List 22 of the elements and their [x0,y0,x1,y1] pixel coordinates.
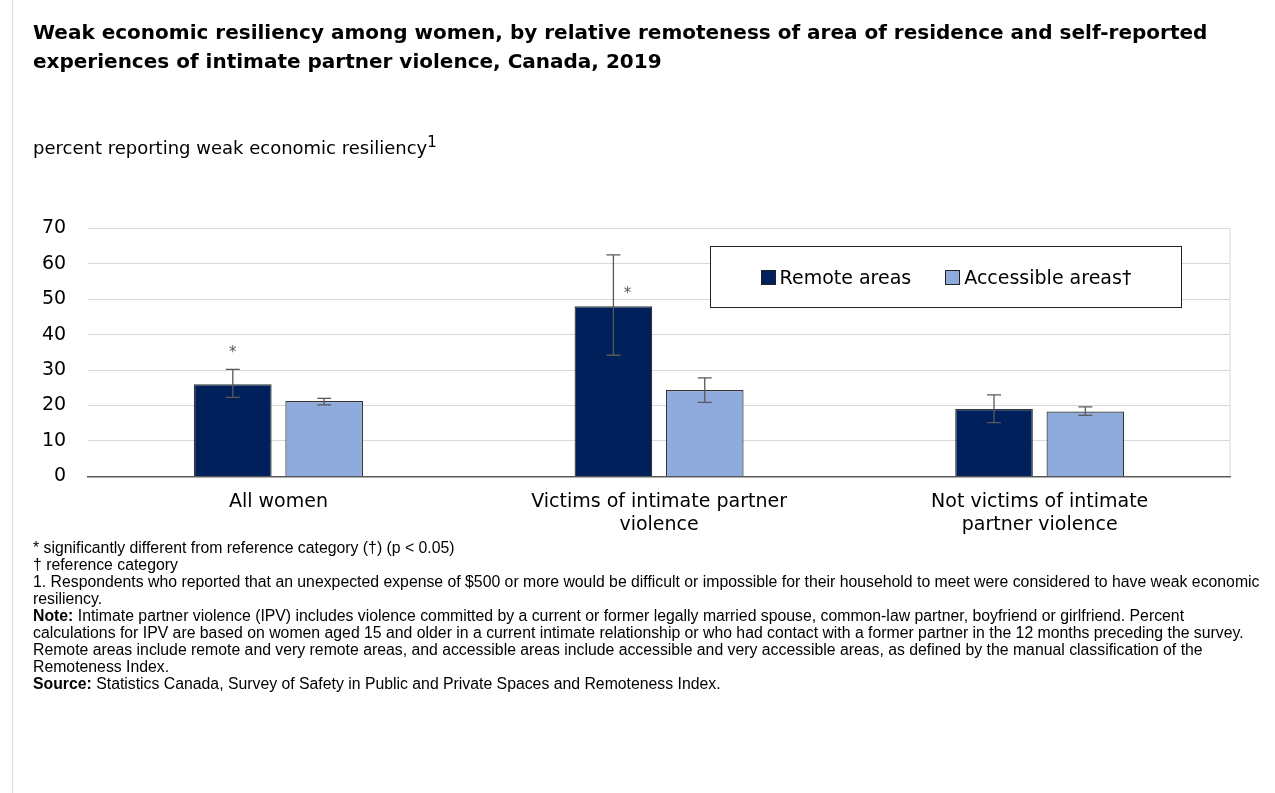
y-tick-label: 30 [41,357,67,380]
legend-label: Accessible areas† [964,266,1132,288]
y-tick-label: 10 [41,427,67,450]
y-tick-label: 60 [41,250,67,273]
data-label: * [229,343,238,362]
legend-label: Remote areas [779,266,912,288]
text: Note: Intimate partner violence (IPV) includes violence committed by a current or former legally married spouse, common-law partner, boyfriend or girlfriend. Percent calculations for IPV are based on women aged 15 and older in a current intimate relationship or who had contact with a former partner in the 12 months preceding the survey. Remote areas include remote and very remote areas, and accessible areas include accessible and very accessible areas, as defined by the manual classification of the Remoteness Index. [33,607,1245,675]
x-tick-label: All women [228,488,328,511]
y-tick-label: 0 [54,463,67,486]
text: † reference category [33,556,179,573]
y-tick-label: 40 [41,321,67,344]
text: * significantly different from reference category (†) (p < 0.05) [33,539,456,556]
y-tick-label: 20 [41,392,67,415]
text: 1. Respondents who reported that an unexpected expense of $500 or more would be difficult or impossible for their household to meet were considered to have weak economic resiliency. [33,573,1261,607]
y-tick-label: 70 [41,215,67,238]
y-axis-title: percent reporting weak economic resiliency$^{1}$ [33,133,437,158]
y-tick-label: 50 [41,286,67,309]
source-note: Source: Statistics Canada, Survey of Safety in Public and Private Spaces and Remoteness Index. [33,675,722,692]
data-label: * [623,284,632,303]
x-tick-label: Victims of intimate partner violence [531,488,788,534]
chart-title: Weak economic resiliency among women, by relative remoteness of area of residence and self-reported experiences of intimate partner violence, Canada, 2019 [33,19,1209,75]
x-tick-label: Not victims of intimate partner violence [931,488,1149,534]
